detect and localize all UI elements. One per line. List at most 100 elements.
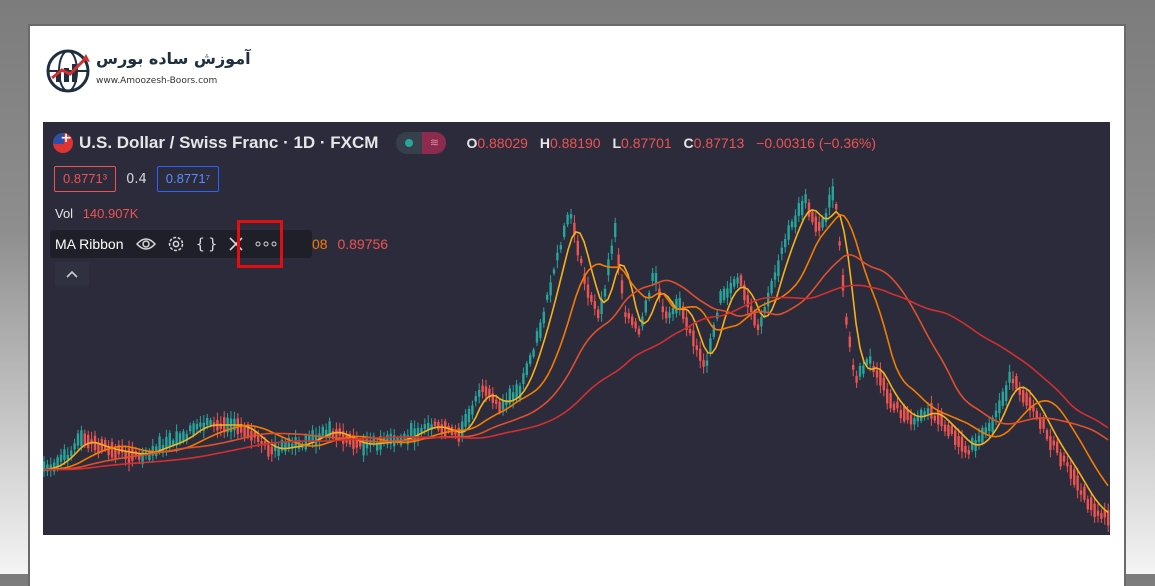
- candle-body: [335, 429, 338, 441]
- candle-body: [926, 408, 930, 414]
- candle-body: [913, 418, 916, 425]
- chevron-up-icon[interactable]: [55, 262, 89, 286]
- candle-body: [148, 450, 151, 461]
- candle-body: [59, 454, 63, 462]
- candle-body: [481, 385, 484, 392]
- candle-body: [440, 424, 443, 435]
- candle-body: [467, 408, 471, 423]
- eye-icon[interactable]: [131, 231, 161, 257]
- candle-body: [984, 427, 987, 434]
- candle-body: [175, 431, 178, 446]
- high-value: 0.88190: [549, 135, 601, 151]
- candle-body: [920, 409, 923, 421]
- candle-body: [977, 435, 981, 443]
- candle-body: [331, 430, 335, 439]
- candle-body: [1025, 392, 1028, 406]
- candle-body: [981, 427, 984, 443]
- candle-body: [202, 422, 205, 431]
- ma-mid-line: [44, 213, 1109, 487]
- candle-body: [66, 454, 69, 460]
- candle-body: [372, 436, 375, 444]
- indicator-legend[interactable]: MA Ribbon { }: [50, 230, 312, 258]
- candle-body: [729, 282, 732, 294]
- candle-body: [539, 322, 542, 338]
- candle-body: [811, 211, 814, 223]
- gear-icon[interactable]: [161, 231, 191, 257]
- candle-body: [355, 437, 358, 448]
- trade-panel: 0.8771³ 0.4 0.8771⁷: [54, 166, 220, 192]
- candle-body: [814, 216, 817, 232]
- candle-body: [627, 313, 630, 319]
- candle-body: [750, 306, 753, 312]
- candle-body: [172, 440, 175, 446]
- candle-body: [403, 433, 406, 439]
- more-icon[interactable]: [251, 231, 281, 257]
- braces-icon[interactable]: { }: [195, 235, 218, 253]
- candle-body: [767, 292, 770, 307]
- candle-body: [705, 360, 709, 366]
- candle-body: [824, 213, 828, 223]
- candle-body: [753, 311, 756, 326]
- candle-body: [852, 365, 855, 370]
- candle-body: [994, 410, 998, 418]
- candle-body: [610, 245, 613, 254]
- candle-body: [597, 309, 600, 319]
- candle-body: [845, 316, 848, 325]
- candle-body: [97, 442, 100, 454]
- candle-body: [784, 239, 787, 248]
- candle-body: [1059, 452, 1062, 467]
- indicator-name[interactable]: MA Ribbon: [55, 236, 124, 252]
- candle-body: [838, 241, 841, 246]
- candle-body: [512, 392, 515, 401]
- candle-body: [138, 453, 141, 460]
- candle-body: [624, 312, 627, 317]
- candle-body: [756, 324, 760, 330]
- candle-body: [1015, 376, 1018, 390]
- candle-body: [178, 433, 182, 444]
- candle-body: [875, 370, 879, 378]
- ma-fast-line: [43, 209, 1109, 514]
- indicator-value-2: 0.89756: [337, 236, 389, 252]
- candle-body: [719, 291, 722, 304]
- candle-body: [668, 312, 671, 318]
- candle-body: [386, 434, 389, 445]
- symbol-title[interactable]: U.S. Dollar / Swiss Franc · 1D · FXCM: [79, 133, 379, 152]
- market-closed-icon: ≋: [422, 132, 447, 154]
- candle-body: [967, 450, 970, 455]
- candle-body: [535, 331, 539, 343]
- candle-body: [192, 423, 195, 435]
- candle-body: [566, 214, 569, 225]
- candle-body: [631, 316, 634, 326]
- sell-button[interactable]: 0.8771³: [54, 166, 117, 192]
- candle-body: [413, 428, 416, 443]
- candle-body: [454, 429, 457, 435]
- candle-body: [1090, 497, 1093, 511]
- price-chart[interactable]: [43, 122, 1110, 535]
- candle-body: [1022, 390, 1025, 403]
- candle-body: [311, 430, 314, 443]
- indicator-value-1: 08: [312, 236, 328, 252]
- candle-body: [501, 400, 505, 410]
- buy-button[interactable]: 0.8771⁷: [156, 166, 220, 192]
- candle-body: [165, 436, 168, 449]
- chart-panel[interactable]: U.S. Dollar / Swiss Franc · 1D · FXCM ≋ …: [43, 122, 1110, 535]
- candle-body: [593, 301, 596, 309]
- candle-body: [433, 421, 437, 426]
- candle-body: [515, 384, 518, 399]
- close-button-highlight: [237, 220, 283, 268]
- candle-body: [899, 410, 902, 419]
- market-status-toggle[interactable]: ≋: [396, 132, 447, 154]
- candle-body: [947, 424, 950, 437]
- candle-body: [461, 421, 464, 437]
- candle-body: [552, 269, 556, 274]
- candle-body: [206, 418, 209, 426]
- candle-body: [267, 444, 270, 457]
- close-icon[interactable]: [221, 231, 251, 257]
- candle-body: [389, 433, 392, 445]
- candle-body: [46, 464, 49, 472]
- candle-body: [569, 214, 573, 219]
- candle-body: [821, 218, 824, 228]
- candle-body: [930, 403, 933, 419]
- candle-body: [1032, 406, 1035, 412]
- candle-body: [702, 360, 705, 367]
